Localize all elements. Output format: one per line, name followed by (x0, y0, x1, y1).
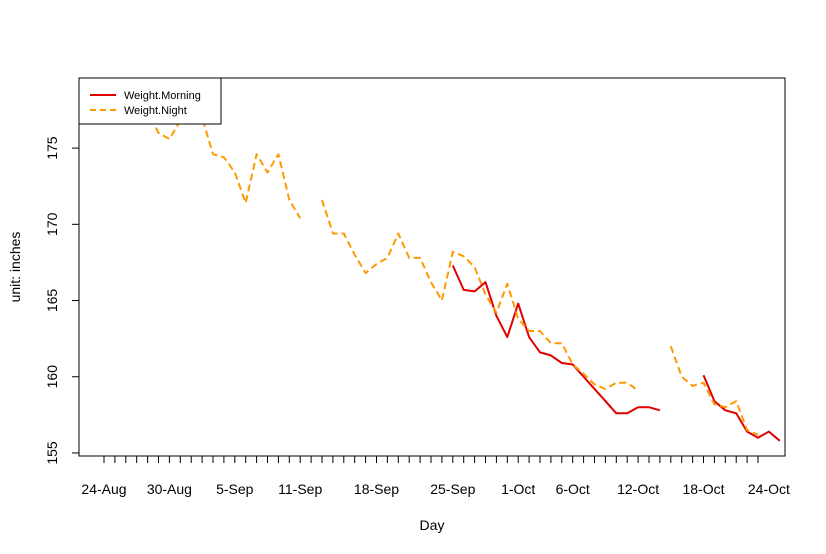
y-axis: 155 160 165 170 175 (44, 136, 79, 465)
x-tick-label: 6-Oct (556, 481, 590, 497)
plot-area-frame (78, 77, 786, 457)
x-axis-title: Day (420, 517, 445, 533)
x-axis: 24-Aug 30-Aug 5-Sep 11-Sep 18-Sep 25-Sep 1-Oct… (81, 456, 790, 497)
y-tick-label: 170 (44, 212, 60, 236)
y-tick-label: 155 (44, 441, 60, 465)
x-tick-label: 30-Aug (147, 481, 192, 497)
x-tick-label: 18-Sep (354, 481, 399, 497)
legend: Weight.Morning Weight.Night (78, 77, 222, 125)
x-tick-label: 24-Aug (81, 481, 126, 497)
x-tick-label: 12-Oct (617, 481, 659, 497)
y-tick-label: 165 (44, 289, 60, 313)
y-tick-label: 160 (44, 365, 60, 389)
series-line-weight-night-segment-2 (321, 199, 639, 392)
y-axis-title: unit: inches (7, 232, 23, 303)
series-line-weight-morning-segment-1 (451, 265, 661, 415)
legend-label-weight-morning: Weight.Morning (124, 90, 201, 102)
series-line-weight-morning-segment-2 (702, 374, 781, 442)
x-tick-label: 24-Oct (748, 481, 790, 497)
legend-label-weight-night: Weight.Night (124, 105, 187, 117)
y-tick-label: 175 (44, 136, 60, 160)
series-line-weight-night-segment-3 (669, 345, 759, 436)
x-tick-label: 11-Sep (278, 481, 322, 497)
x-tick-label: 1-Oct (501, 481, 535, 497)
legend-box (78, 77, 222, 125)
x-tick-label: 18-Oct (682, 481, 724, 497)
x-tick-label: 5-Sep (216, 481, 254, 497)
x-tick-label: 25-Sep (430, 481, 475, 497)
